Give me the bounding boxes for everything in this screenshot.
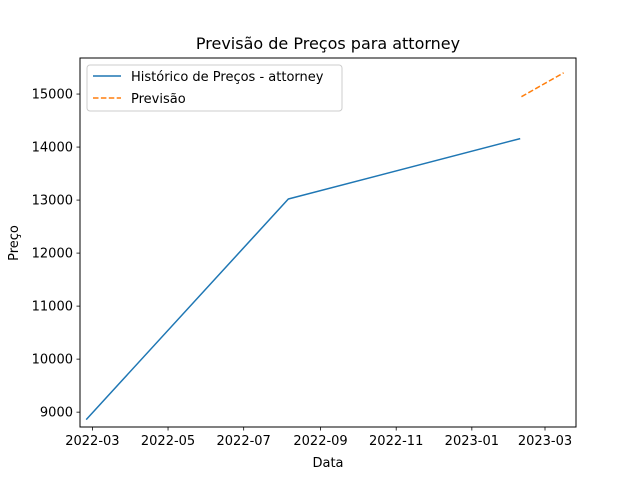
legend: Histórico de Preços - attorney Previsão: [86, 64, 343, 112]
legend-label-1: Histórico de Preços - attorney: [131, 70, 324, 85]
legend-box: [86, 64, 343, 112]
y-tick-label: 12000: [32, 247, 73, 262]
x-axis-ticks: 2022-03 2022-05 2022-07 2022-09 2022-11 2023-…: [65, 427, 572, 449]
x-tick-label: 2023-01: [445, 434, 499, 449]
x-tick-label: 2022-11: [369, 434, 423, 449]
legend-label-2: Previsão: [131, 92, 186, 107]
y-axis-ticks: 9000 10000 11000 12000 13000 14000 15000: [32, 88, 80, 421]
series-line-1: [85, 137, 521, 421]
series-line-2: [521, 72, 564, 98]
y-tick-label: 14000: [32, 141, 73, 156]
x-axis-label: Data: [312, 456, 343, 471]
y-tick-label: 13000: [32, 194, 73, 209]
y-axis-label: Preço: [7, 225, 22, 261]
plot-area: [85, 72, 564, 421]
x-tick-label: 2022-05: [141, 434, 195, 449]
plot-frame: [79, 57, 577, 428]
x-tick-label: 2022-03: [65, 434, 119, 449]
y-tick-label: 9000: [40, 406, 73, 421]
x-tick-label: 2022-07: [217, 434, 271, 449]
x-tick-label: 2023-03: [518, 434, 572, 449]
y-tick-label: 15000: [32, 88, 73, 103]
y-tick-label: 10000: [32, 353, 73, 368]
x-tick-label: 2022-09: [293, 434, 347, 449]
y-tick-label: 11000: [32, 300, 73, 315]
chart-title: Previsão de Preços para attorney: [196, 34, 460, 53]
